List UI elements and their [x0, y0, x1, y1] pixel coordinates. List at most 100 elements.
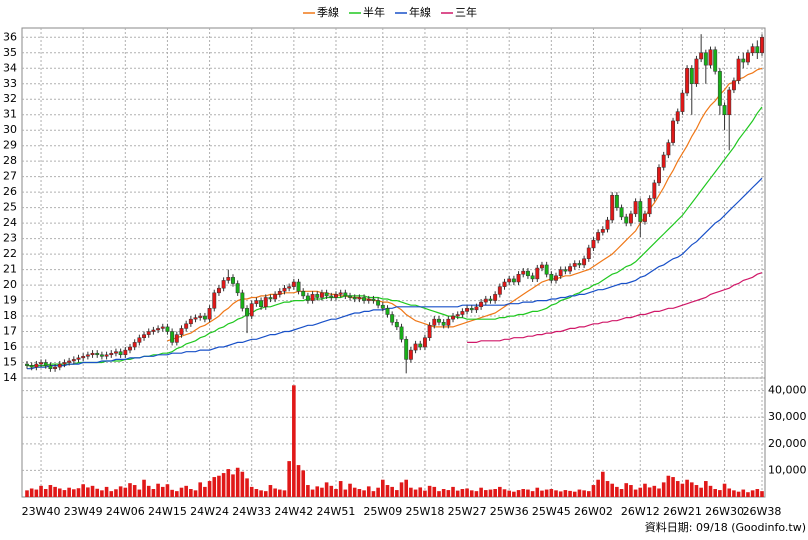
candle-body: [123, 349, 128, 356]
volume-bar: [165, 484, 170, 497]
x-tick-label: 23W40: [22, 505, 61, 518]
legend: 季線 半年 年線 三年: [303, 5, 477, 19]
ma-line: [167, 67, 763, 342]
candle-body: [352, 297, 357, 300]
x-tick-label: 24W42: [274, 505, 313, 518]
candle-body: [277, 291, 282, 295]
volume-bar: [549, 489, 554, 497]
legend-label: 半年: [363, 5, 385, 19]
labels-layer: 14 15 16 17 18 19 20 21 22 23 24 25 26 27 28 29 30 31 32 33…: [3, 5, 807, 518]
volume-bar: [362, 490, 366, 497]
volume-bar: [582, 490, 586, 497]
candle-body: [25, 363, 29, 366]
candle-body: [643, 213, 647, 222]
volume-bar: [409, 487, 413, 497]
volume-bar: [240, 471, 245, 497]
volume-bar: [437, 491, 441, 497]
volume-bar: [245, 478, 249, 497]
candle-body: [455, 314, 460, 317]
volume-bar: [189, 489, 193, 497]
candle-body: [394, 321, 399, 328]
volume-bar: [488, 489, 493, 497]
candle-body: [357, 297, 362, 300]
y-tick-label: 24: [3, 216, 17, 229]
x-tick-label: 24W24: [190, 505, 229, 518]
candle-body: [525, 270, 530, 277]
volume-bar: [156, 483, 160, 497]
candle-body: [259, 300, 264, 308]
candle-body: [404, 339, 409, 360]
y-tick-label: 23: [3, 232, 17, 245]
volume-bar: [348, 483, 352, 497]
volume-bar: [357, 489, 362, 497]
volume-bar: [39, 485, 43, 497]
volume-bar: [465, 488, 469, 497]
volume-bar: [755, 489, 760, 497]
volume-bar: [671, 477, 675, 497]
volume-bar: [151, 489, 156, 497]
x-tick-label: 24W33: [232, 505, 271, 518]
candle-body: [343, 292, 348, 297]
candle-body: [638, 201, 643, 222]
y-tick-label: 21: [3, 263, 17, 276]
candle-body: [437, 318, 441, 323]
volume-bar: [226, 469, 231, 497]
candle-body: [43, 362, 48, 366]
candle-body: [315, 294, 320, 298]
volume-bar: [577, 489, 582, 497]
volume-bar: [750, 490, 755, 497]
volume-bar: [324, 482, 329, 497]
volume-bar: [100, 490, 104, 497]
y-tick-label: 35: [3, 46, 17, 59]
y2-tick-label: 30,000: [768, 410, 807, 423]
volume-bar: [25, 490, 29, 497]
volume-bar: [741, 489, 746, 497]
candle-body: [666, 142, 671, 156]
candle-body: [390, 314, 395, 323]
volume-bar: [320, 487, 324, 497]
candle-body: [216, 287, 221, 294]
candle-body: [685, 68, 690, 94]
volume-bar: [586, 491, 591, 497]
candle-body: [441, 321, 446, 326]
candle-body: [596, 232, 601, 241]
volume-bar: [704, 481, 708, 497]
volume-bar: [292, 385, 296, 497]
candle-body: [465, 308, 470, 312]
volume-bar: [512, 491, 516, 497]
candle-body: [755, 46, 760, 54]
volume-bar: [624, 483, 629, 497]
candle-body: [151, 329, 156, 332]
volume-bar: [67, 487, 71, 497]
volume-bar: [175, 491, 179, 497]
candle-body: [128, 346, 132, 351]
candle-body: [694, 58, 699, 85]
candle-body: [287, 286, 292, 289]
x-tick-label: 24W06: [106, 505, 145, 518]
candle-body: [502, 281, 507, 287]
y-tick-label: 14: [3, 371, 17, 384]
candle-body: [329, 295, 334, 298]
volume-bar: [610, 483, 614, 497]
candle-body: [586, 247, 591, 260]
volume-bar: [666, 475, 671, 497]
x-tick-label: 26W12: [621, 505, 660, 518]
volume-bar: [282, 490, 287, 497]
candle-body: [451, 315, 455, 320]
candle-body: [516, 273, 521, 283]
volume-bar: [469, 490, 474, 497]
volume-bar: [455, 490, 460, 497]
volume-bar: [727, 488, 732, 497]
volume-bar: [643, 483, 647, 497]
candle-body: [310, 294, 315, 301]
volume-bar: [521, 489, 526, 497]
candle-body: [521, 270, 526, 275]
candle-body: [624, 216, 629, 224]
volume-bar: [474, 491, 479, 497]
x-tick-label: 25W09: [363, 505, 402, 518]
volume-bar: [619, 489, 624, 497]
volume-bar: [718, 490, 722, 497]
candle-body: [268, 297, 273, 300]
volume-bar: [563, 490, 568, 497]
volume-bar: [62, 490, 67, 497]
